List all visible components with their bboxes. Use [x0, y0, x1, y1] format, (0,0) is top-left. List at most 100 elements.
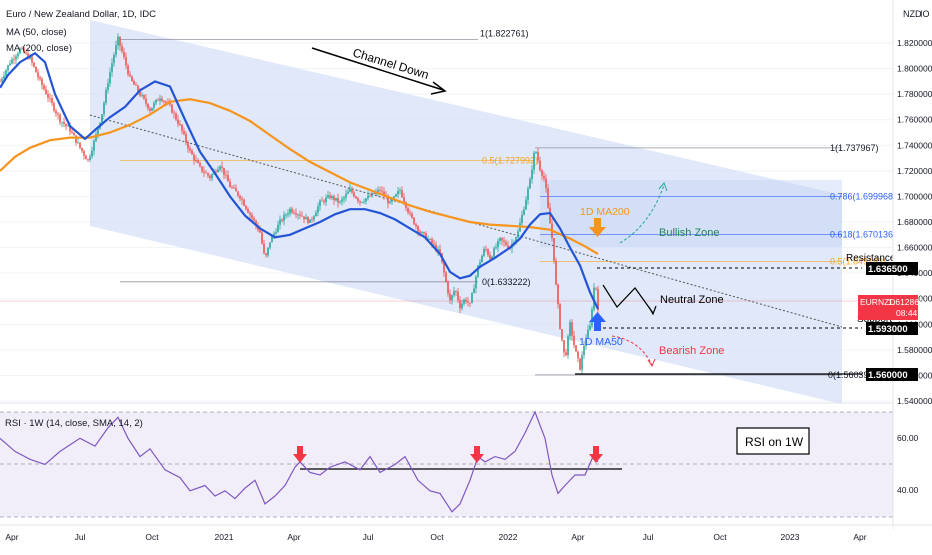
- candle-body: [411, 213, 413, 218]
- candle-body: [91, 150, 93, 157]
- candle-body: [401, 190, 403, 198]
- candle-body: [183, 130, 185, 134]
- candle-body: [93, 140, 95, 151]
- rsi-tick-labels: 60.00 40.00: [897, 433, 919, 495]
- candle-body: [265, 253, 267, 256]
- candle-body: [317, 206, 319, 213]
- candle-body: [475, 276, 477, 289]
- candle-body: [71, 131, 73, 133]
- candle-body: [453, 291, 455, 296]
- candle-body: [567, 336, 569, 356]
- symbol-price-flag: EURNZD 1.612860 08:44:14: [858, 295, 929, 320]
- candle-body: [151, 107, 153, 111]
- candle-body: [387, 197, 389, 204]
- candle-body: [397, 191, 399, 195]
- candle-body: [263, 243, 265, 254]
- candle-body: [535, 152, 537, 153]
- candle-body: [541, 170, 543, 176]
- candle-body: [77, 142, 79, 144]
- candle-body: [87, 159, 89, 161]
- candle-body: [231, 187, 233, 188]
- candle-body: [365, 198, 367, 202]
- candle-body: [43, 85, 45, 90]
- candle-body: [279, 219, 281, 225]
- candle-body: [49, 97, 51, 99]
- fib-label: 1(1.822761): [480, 28, 529, 38]
- price-tick-label: 1.820000: [897, 38, 932, 48]
- candle-body: [165, 101, 167, 103]
- candle-body: [505, 242, 507, 246]
- candle-body: [5, 70, 7, 76]
- price-candles: [0, 33, 599, 374]
- candle-body: [41, 79, 43, 86]
- candle-body: [35, 66, 37, 73]
- candle-body: [115, 45, 117, 55]
- candle-body: [269, 242, 271, 248]
- candle-body: [403, 197, 405, 203]
- candle-body: [339, 201, 341, 203]
- time-tick-label: Jul: [643, 532, 654, 542]
- time-axis[interactable]: [0, 525, 893, 550]
- candle-body: [323, 200, 325, 203]
- candle-body: [79, 142, 81, 148]
- candle-body: [121, 45, 123, 52]
- candle-body: [429, 238, 431, 240]
- candle-body: [51, 98, 53, 104]
- candle-body: [65, 124, 67, 127]
- candle-body: [407, 207, 409, 213]
- candle-body: [415, 224, 417, 227]
- bearish-zone-label: Bearish Zone: [659, 345, 724, 357]
- candle-body: [17, 53, 19, 57]
- candle-body: [361, 202, 363, 203]
- candle-body: [313, 216, 315, 220]
- candle-body: [169, 102, 171, 105]
- candle-body: [163, 101, 165, 102]
- rsi-title[interactable]: RSI · 1W (14, close, SMA, 14, 2): [5, 418, 143, 429]
- candle-body: [299, 214, 301, 216]
- price-tick-label: 1.660000: [897, 243, 932, 253]
- candle-body: [233, 187, 235, 189]
- candle-body: [501, 237, 503, 241]
- candle-body: [155, 99, 157, 104]
- candle-body: [297, 214, 299, 216]
- candle-body: [355, 196, 357, 199]
- candle-body: [97, 128, 99, 135]
- candle-body: [305, 217, 307, 220]
- candle-body: [157, 99, 159, 101]
- candle-body: [203, 171, 205, 173]
- candle-body: [315, 212, 317, 217]
- candle-body: [123, 51, 125, 58]
- support-price: 1.593000: [868, 324, 908, 335]
- candle-body: [31, 56, 33, 63]
- candle-body: [199, 163, 201, 167]
- candle-body: [517, 231, 519, 238]
- candle-body: [349, 188, 351, 192]
- time-tick-label: Apr: [853, 532, 866, 542]
- candle-body: [289, 208, 291, 214]
- time-tick-label: 2021: [215, 532, 234, 542]
- candle-body: [561, 329, 563, 341]
- candle-body: [133, 80, 135, 85]
- candle-body: [369, 195, 371, 197]
- candle-body: [125, 57, 127, 66]
- candle-body: [47, 94, 49, 98]
- candle-body: [207, 173, 209, 176]
- candle-body: [295, 213, 297, 215]
- candle-body: [73, 132, 75, 136]
- candle-body: [487, 249, 489, 256]
- candle-body: [261, 232, 263, 244]
- fib-label: 0.5(1.649183): [830, 256, 886, 266]
- ma50-legend[interactable]: MA (50, close): [6, 27, 67, 38]
- candle-body: [345, 193, 347, 198]
- candle-body: [595, 287, 597, 289]
- candle-body: [149, 108, 151, 111]
- ma200-marker-label: 1D MA200: [580, 206, 630, 218]
- ma200-legend[interactable]: MA (200, close): [6, 43, 72, 54]
- candle-body: [159, 98, 161, 101]
- candle-body: [137, 85, 139, 92]
- fib-label: 0.5(1.727992): [482, 156, 538, 166]
- candle-body: [565, 352, 567, 356]
- channel-down-zone: [90, 20, 842, 404]
